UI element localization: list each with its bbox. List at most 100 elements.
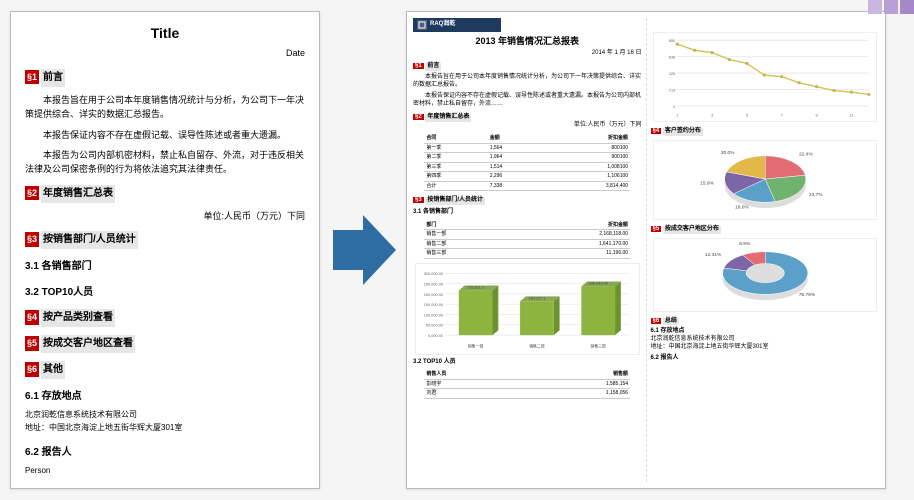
sub-3-1: 3.1 各销售部门 [25,259,305,275]
svg-text:销售一部: 销售一部 [468,343,484,348]
r-sec4-title: 客户签约分布 [663,128,703,136]
region-donut-chart: 78.79% 12.31% 8.9% [653,238,878,312]
sec1-tag: §1 [25,70,39,84]
svg-text:20.0%: 20.0% [720,150,734,156]
svg-text:200,000.00: 200,000.00 [424,292,443,296]
date-label: Date [25,46,305,60]
logo-icon [417,20,427,30]
r-sec1-tag: §1 [413,63,424,69]
section-1: §1前言 [25,69,305,87]
page-square [868,0,882,14]
arrow-icon [328,210,398,290]
sub-6-1: 6.1 存放地点 [25,389,305,405]
r-sec6-title: 总结 [663,318,679,326]
svg-text:12.31%: 12.31% [704,252,721,258]
rendered-preview: RAQ润乾 2013 年销售情况汇总报表 2014 年 1 月 16 日 §1 … [406,11,886,489]
svg-text:300,000.00: 300,000.00 [424,272,443,276]
section-4: §4按产品类别查看 [25,309,305,327]
unit-label: 单位:人民币（万元）下同 [25,209,305,223]
r-addr2: 地址：中国北京海淀上地五街华辉大厦301室 [651,344,880,352]
svg-text:425: 425 [668,72,674,76]
preview-col-2: 850 638 425 213 0 1 3 5 7 9 11 §4 客户签约分布 22.4% 23.7… [646,18,880,482]
sub-6-2: 6.2 报告人 [25,445,305,461]
sec4-title: 按产品类别查看 [41,309,115,327]
svg-text:100,000.00: 100,000.00 [424,313,443,317]
svg-text:236,433.08: 236,433.08 [589,281,608,285]
logo-bar: RAQ润乾 [413,18,501,32]
addr-line-1: 北京润乾信息系统技术有限公司 [25,409,305,422]
svg-text:8.9%: 8.9% [739,241,751,247]
svg-text:250,000.00: 250,000.00 [424,282,443,286]
sec1-title: 前言 [41,69,65,87]
svg-text:50,000.00: 50,000.00 [426,323,443,327]
r-sec1-title: 前言 [425,63,441,71]
svg-text:22.4%: 22.4% [799,151,813,157]
sub-3-2: 3.2 TOP10人员 [25,285,305,301]
section-6: §6其他 [25,361,305,379]
para-1: 本报告旨在用于公司本年度销售情况统计与分析，为公司下一年决策提供综合、详实的数据… [25,93,305,122]
sec3-tag: §3 [25,232,39,246]
para-2: 本报告保证内容不存在虚假记载、误导性陈述或者重大遗漏。 [25,128,305,142]
svg-text:3: 3 [710,114,712,118]
svg-text:7: 7 [780,114,782,118]
sec2-tag: §2 [25,186,39,200]
svg-text:0,000.00: 0,000.00 [428,334,443,338]
svg-text:213: 213 [668,89,674,93]
svg-text:164,117.1: 164,117.1 [528,296,545,300]
r-sec2-tag: §2 [413,114,424,120]
top10-table: 销售人员销售额彭晓宇1,585,154刘君1,158,056 [424,370,630,399]
svg-text:9: 9 [815,114,817,118]
r-sec3-tag: §3 [413,197,424,203]
svg-text:0: 0 [673,105,675,109]
trend-line-chart: 850 638 425 213 0 1 3 5 7 9 11 [653,32,878,122]
page-square [884,0,898,14]
section-5: §5按成交客户地区查看 [25,335,305,353]
r-para-2: 本报告保证内容不存在虚假记载、误导性陈述或者重大遗漏。本报告为公司内部机密材料，… [413,93,642,109]
template-page: Title Date §1前言 本报告旨在用于公司本年度销售情况统计与分析，为公… [10,11,320,489]
r-addr1: 北京润乾信息系统技术有限公司 [651,336,880,344]
svg-text:23.7%: 23.7% [808,192,822,198]
pagination-squares [868,0,914,14]
svg-text:11: 11 [849,114,853,118]
r-sec3-title: 按销售部门/人员统计 [425,197,485,205]
logo-text: RAQ润乾 [430,21,455,29]
r-para-1: 本报告旨在用于公司本年度销售情况统计分析，为公司下一年决策提供综合、详实的数据汇… [413,74,642,90]
svg-text:216,811.1: 216,811.1 [467,285,484,289]
report-title: 2013 年销售情况汇总报表 [413,36,642,48]
svg-text:销售三部: 销售三部 [590,343,606,348]
r-sec5-title: 按成交客户地区分布 [663,226,721,234]
preview-col-1: RAQ润乾 2013 年销售情况汇总报表 2014 年 1 月 16 日 §1 … [413,18,642,482]
r-sec2-title: 年度销售汇总表 [425,114,471,122]
sec5-title: 按成交客户地区查看 [41,335,135,353]
sec2-title: 年度销售汇总表 [41,185,115,203]
section-3: §3按销售部门/人员统计 [25,231,305,249]
sec6-tag: §6 [25,362,39,376]
r-sec4-tag: §4 [651,128,662,134]
report-date: 2014 年 1 月 16 日 [413,50,642,58]
svg-text:150,000.00: 150,000.00 [424,303,443,307]
sec3-title: 按销售部门/人员统计 [41,231,138,249]
svg-text:5: 5 [745,114,747,118]
svg-text:78.79%: 78.79% [798,291,815,297]
svg-text:850: 850 [668,39,674,43]
svg-text:15.9%: 15.9% [700,181,714,187]
customer-pie-chart: 22.4% 23.7% 18.0% 15.9% 20.0% [653,140,878,220]
person-label: Person [25,465,305,478]
r-sub32: 3.2 TOP10 人员 [413,359,642,367]
summary-table: 合同金额折扣金额第一季1,564800100第二季1,964900100第三季1… [424,134,630,191]
r-unit: 单位:人民币（万元）下同 [413,122,642,130]
dept-table: 部门折扣金额销售一部2,168,118.00销售二部1,641,170.00销售… [424,221,630,259]
section-2: §2年度销售汇总表 [25,185,305,203]
sec4-tag: §4 [25,310,39,324]
page-square [900,0,914,14]
r-sec6-tag: §6 [651,318,662,324]
page-title: Title [25,22,305,44]
sec5-tag: §5 [25,336,39,350]
r-sub62: 6.2 报告人 [651,355,880,363]
svg-text:1: 1 [676,114,678,118]
addr-line-2: 地址：中国北京海淀上地五街华辉大厦301室 [25,422,305,435]
svg-text:18.0%: 18.0% [735,204,749,210]
svg-text:销售二部: 销售二部 [529,343,545,348]
r-sec5-tag: §5 [651,226,662,232]
svg-text:638: 638 [668,56,674,60]
